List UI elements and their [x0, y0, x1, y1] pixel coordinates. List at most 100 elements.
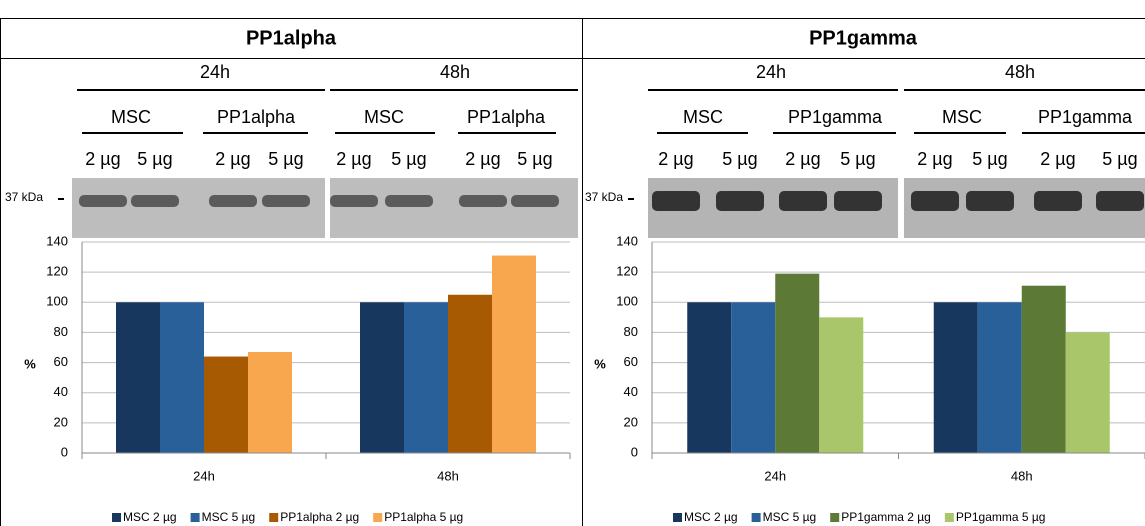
marker-label: 37 kDa [5, 190, 43, 204]
legend-swatch [945, 513, 954, 522]
legend-label: MSC 2 µg [684, 510, 738, 524]
dose-label: 2 µg [917, 149, 952, 169]
x-tick-label: 48h [437, 468, 459, 483]
legend-swatch [830, 513, 839, 522]
marker-label: 37 kDa [585, 190, 623, 204]
y-tick-label: 100 [616, 294, 638, 309]
blot-band [79, 195, 127, 207]
blot-band [262, 195, 310, 207]
blot-image [72, 178, 325, 238]
time-label: 24h [756, 62, 786, 82]
bar [687, 302, 731, 453]
time-label: 24h [200, 62, 230, 82]
group-label: MSC [364, 107, 404, 127]
y-tick-label: 140 [46, 233, 68, 248]
blot-band [131, 195, 179, 207]
y-tick-label: 100 [46, 294, 68, 309]
group-label: MSC [111, 107, 151, 127]
y-tick-label: 60 [624, 354, 638, 369]
panel-title: PP1alpha [246, 27, 337, 49]
blot-band [716, 191, 764, 211]
dose-label: 5 µg [972, 149, 1007, 169]
blot-band [459, 195, 507, 207]
bar [1066, 332, 1110, 453]
y-tick-label: 20 [624, 414, 638, 429]
bar [160, 302, 204, 453]
y-tick-label: 120 [616, 264, 638, 279]
panel-title: PP1gamma [809, 27, 918, 49]
blot-band [966, 191, 1014, 211]
bar [204, 357, 248, 453]
dose-label: 5 µg [517, 149, 552, 169]
y-tick-label: 80 [54, 324, 68, 339]
legend-label: MSC 5 µg [202, 510, 256, 524]
bar [116, 302, 160, 453]
y-tick-label: 0 [631, 444, 638, 459]
legend-swatch [373, 513, 382, 522]
group-label: PP1alpha [467, 107, 546, 127]
bar [448, 295, 492, 453]
bar [1022, 286, 1066, 453]
group-label: PP1gamma [788, 107, 883, 127]
blot-image [330, 178, 578, 238]
time-label: 48h [1005, 62, 1035, 82]
legend-swatch [112, 513, 121, 522]
bar [404, 302, 448, 453]
bar [775, 274, 819, 453]
blot-band [911, 191, 959, 211]
time-label: 48h [440, 62, 470, 82]
y-tick-label: 40 [54, 384, 68, 399]
blot-band [1096, 191, 1144, 211]
dose-label: 2 µg [336, 149, 371, 169]
x-tick-label: 48h [1011, 468, 1033, 483]
blot-band [385, 195, 433, 207]
legend-swatch [752, 513, 761, 522]
dose-label: 2 µg [785, 149, 820, 169]
dose-label: 2 µg [658, 149, 693, 169]
y-tick-label: 140 [616, 233, 638, 248]
blot-band [511, 195, 559, 207]
x-tick-label: 24h [193, 468, 215, 483]
legend-label: PP1gamma 5 µg [956, 510, 1046, 524]
y-tick-label: 60 [54, 354, 68, 369]
bar [248, 352, 292, 453]
y-tick-label: 40 [624, 384, 638, 399]
group-label: PP1gamma [1038, 107, 1133, 127]
legend-swatch [269, 513, 278, 522]
blot-band [834, 191, 882, 211]
bar [819, 317, 863, 453]
group-label: PP1alpha [217, 107, 296, 127]
bar [492, 256, 536, 453]
dose-label: 5 µg [137, 149, 172, 169]
group-label: MSC [942, 107, 982, 127]
blot-band [652, 191, 700, 211]
x-tick-label: 24h [764, 468, 786, 483]
bar [934, 302, 978, 453]
legend-label: MSC 5 µg [763, 510, 817, 524]
legend-swatch [673, 513, 682, 522]
legend-label: PP1gamma 2 µg [841, 510, 931, 524]
bar [978, 302, 1022, 453]
dose-label: 5 µg [268, 149, 303, 169]
dose-label: 5 µg [722, 149, 757, 169]
y-tick-label: 20 [54, 414, 68, 429]
dose-label: 2 µg [1040, 149, 1075, 169]
legend-swatch [191, 513, 200, 522]
dose-label: 5 µg [840, 149, 875, 169]
blot-band [330, 195, 378, 207]
dose-label: 2 µg [465, 149, 500, 169]
bar [360, 302, 404, 453]
y-axis-label: % [24, 356, 36, 371]
dose-label: 2 µg [215, 149, 250, 169]
dose-label: 5 µg [391, 149, 426, 169]
legend-label: PP1alpha 2 µg [280, 510, 359, 524]
y-tick-label: 80 [624, 324, 638, 339]
legend-label: PP1alpha 5 µg [384, 510, 463, 524]
y-axis-label: % [594, 356, 606, 371]
figure: PP1alpha 24h 48h MSC PP1alpha MSC PP1alpha 2 µg… [0, 0, 1145, 526]
blot-band [209, 195, 257, 207]
dose-label: 5 µg [1102, 149, 1137, 169]
blot-band [779, 191, 827, 211]
dose-label: 2 µg [85, 149, 120, 169]
y-tick-label: 0 [61, 444, 68, 459]
